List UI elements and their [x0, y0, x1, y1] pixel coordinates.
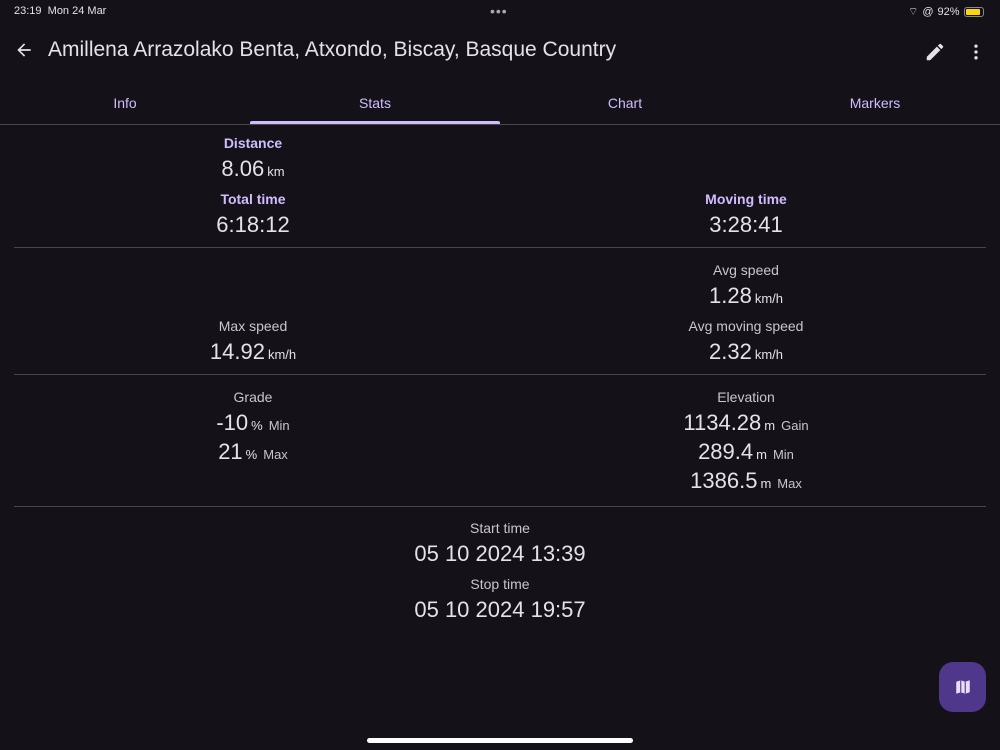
stop-time-label: Stop time — [470, 576, 530, 592]
max-speed-value: 14.92 — [209, 339, 265, 364]
distance-unit: km — [267, 164, 285, 179]
distance-label: Distance — [223, 135, 283, 151]
elevation-gain-unit: m — [764, 418, 776, 433]
elevation-min-value: 289.4 — [698, 439, 754, 464]
clock: 23:19 — [14, 5, 42, 17]
avg-moving-speed-unit: km/h — [754, 347, 783, 362]
map-fab-button[interactable] — [939, 662, 986, 712]
elevation-min-unit: m — [756, 447, 767, 462]
avg-speed-stat: Avg speed 1.28 km/h — [586, 263, 906, 307]
tab-info[interactable]: Info — [113, 95, 137, 111]
more-options-button[interactable] — [966, 41, 986, 68]
elevation-label: Elevation — [717, 389, 775, 405]
avg-moving-speed-stat: Avg moving speed 2.32 km/h — [586, 319, 906, 363]
distance-stat: Distance 8.06 km — [93, 136, 413, 180]
wifi-icon: ⌔ — [908, 6, 919, 18]
back-button[interactable] — [14, 40, 34, 65]
moving-time-label: Moving time — [705, 191, 787, 207]
location-icon: @ — [922, 6, 934, 18]
start-time-label: Start time — [470, 520, 530, 536]
date: Mon 24 Mar — [47, 5, 107, 17]
avg-speed-value: 1.28 — [709, 283, 752, 308]
elevation-max-unit: m — [760, 476, 772, 491]
grade-max-label: Max — [263, 447, 288, 462]
elevation-gain-value: 1134.28 — [683, 410, 762, 435]
max-speed-stat: Max speed 14.92 km/h — [93, 319, 413, 363]
edit-button[interactable] — [924, 41, 946, 68]
divider — [14, 247, 986, 248]
start-time-value: 05 10 2024 13:39 — [414, 541, 586, 566]
more-vert-icon — [974, 44, 978, 60]
tab-indicator — [250, 121, 500, 124]
status-icons: ⌔ @ 92% — [908, 5, 984, 19]
avg-moving-speed-value: 2.32 — [709, 339, 752, 364]
total-time-label: Total time — [220, 191, 286, 207]
grade-label: Grade — [233, 389, 273, 405]
arrow-left-icon — [17, 43, 31, 57]
avg-speed-label: Avg speed — [713, 262, 779, 278]
max-speed-label: Max speed — [218, 318, 288, 334]
pencil-icon — [926, 43, 944, 61]
elevation-max-value: 1386.5 — [690, 468, 758, 493]
grade-max-value: 21 — [218, 439, 243, 464]
status-time: 23:19 Mon 24 Mar — [14, 5, 106, 17]
battery-icon — [963, 7, 984, 17]
total-time-value: 6:18:12 — [216, 212, 290, 237]
max-speed-unit: km/h — [267, 347, 297, 362]
elevation-max-label: Max — [777, 476, 802, 491]
distance-value: 8.06 — [221, 156, 265, 181]
grade-min-unit: % — [251, 418, 263, 433]
grade-max-unit: % — [245, 447, 258, 462]
grade-min-value: -10 — [216, 410, 249, 435]
elevation-min-label: Min — [772, 447, 794, 462]
stop-time-stat: Stop time 05 10 2024 19:57 — [340, 577, 660, 621]
tab-chart[interactable]: Chart — [607, 95, 643, 111]
total-time-stat: Total time 6:18:12 — [93, 192, 413, 236]
grade-min-label: Min — [268, 418, 290, 433]
divider — [14, 374, 986, 375]
grade-stat: Grade -10% Min 21% Max — [93, 390, 413, 463]
moving-time-value: 3:28:41 — [709, 212, 783, 237]
avg-speed-unit: km/h — [754, 291, 783, 306]
moving-time-stat: Moving time 3:28:41 — [586, 192, 906, 236]
elevation-gain-label: Gain — [781, 418, 809, 433]
divider — [14, 506, 986, 507]
start-time-stat: Start time 05 10 2024 13:39 — [340, 521, 660, 565]
tab-stats[interactable]: Stats — [359, 95, 391, 111]
tab-markers[interactable]: Markers — [849, 95, 901, 111]
map-icon — [955, 680, 970, 694]
home-indicator[interactable] — [367, 738, 633, 743]
page-title: Amillena Arrazolako Benta, Atxondo, Bisc… — [48, 38, 617, 61]
tab-divider — [0, 124, 1000, 125]
stop-time-value: 05 10 2024 19:57 — [414, 597, 586, 622]
multitask-dots-icon[interactable]: ••• — [490, 3, 508, 19]
battery-percent: 92% — [937, 6, 960, 18]
elevation-stat: Elevation 1134.28 m Gain 289.4 m Min 1386.5 m… — [586, 390, 906, 492]
avg-moving-speed-label: Avg moving speed — [688, 318, 804, 334]
